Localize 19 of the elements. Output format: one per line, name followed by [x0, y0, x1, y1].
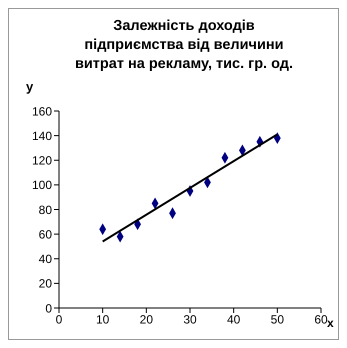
y-tick-label: 40 [38, 252, 52, 266]
x-tick-label: 60 [314, 312, 328, 327]
x-tick-label: 40 [226, 312, 241, 327]
y-tick-label: 80 [38, 202, 52, 217]
chart-title: Залежність доходів підприємства від величини витрат на рекламу, тис. гр. од. [74, 17, 294, 74]
x-tick-label: 50 [270, 312, 284, 327]
y-tick-label: 160 [32, 104, 52, 118]
x-axis-title: x [327, 316, 334, 330]
x-tick-label: 10 [96, 312, 110, 327]
y-tick-label: 20 [38, 276, 52, 291]
x-tick-label: 20 [140, 312, 154, 327]
y-tick-label: 120 [32, 154, 52, 168]
x-tick-label: 0 [56, 312, 63, 327]
y-axis-title: y [26, 79, 34, 94]
x-tick-label: 30 [183, 312, 197, 327]
y-tick-label: 0 [45, 301, 52, 316]
y-tick-label: 60 [38, 227, 52, 242]
y-tick-label: 140 [32, 128, 52, 143]
y-tick-label: 100 [32, 178, 52, 192]
